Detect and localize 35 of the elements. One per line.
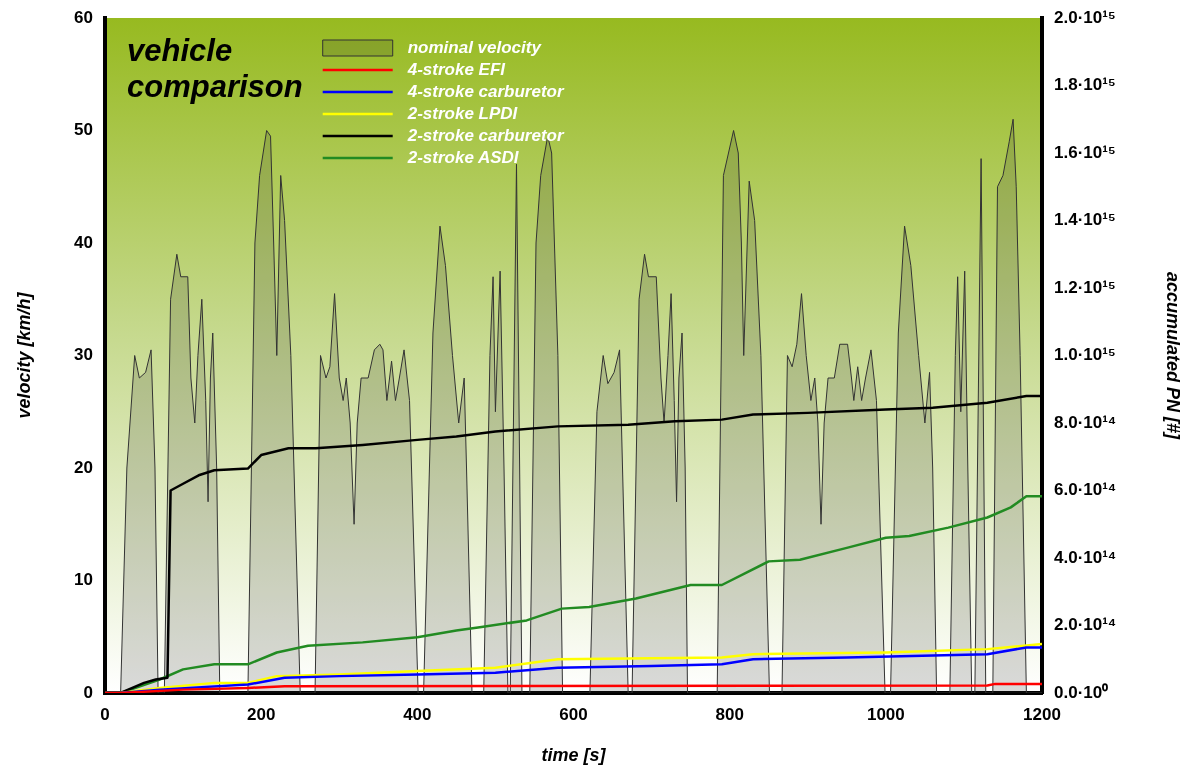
legend-label: 4-stroke carburetor xyxy=(406,81,565,101)
y-tick-label: 50 xyxy=(74,120,93,140)
y-tick-label: 20 xyxy=(74,457,93,477)
x-tick-label: 800 xyxy=(715,704,744,724)
y2-tick-label: 1.6·10¹⁵ xyxy=(1054,142,1116,162)
legend-label: nominal velocity xyxy=(407,37,543,57)
y2-tick-label: 1.0·10¹⁵ xyxy=(1054,345,1116,365)
x-tick-label: 1200 xyxy=(1023,704,1061,724)
y2-tick-label: 1.2·10¹⁵ xyxy=(1054,277,1116,297)
x-tick-label: 600 xyxy=(559,704,588,724)
x-tick-label: 1000 xyxy=(866,704,905,724)
y2-tick-label: 6.0·10¹⁴ xyxy=(1054,480,1117,500)
x-axis-title: time [s] xyxy=(541,745,607,766)
y2-tick-label: 2.0·10¹⁵ xyxy=(1054,7,1116,27)
y2-tick-label: 1.4·10¹⁵ xyxy=(1054,210,1116,230)
y-tick-label: 60 xyxy=(74,7,93,27)
y-tick-label: 40 xyxy=(74,232,93,252)
legend-label: 2-stroke LPDI xyxy=(406,103,519,123)
legend-label: 2-stroke carburetor xyxy=(406,125,565,145)
y2-tick-label: 0.0·10⁰ xyxy=(1054,682,1109,702)
x-tick-label: 0 xyxy=(100,704,110,724)
y2-tick-label: 4.0·10¹⁴ xyxy=(1054,547,1117,567)
text: vehicle comparison xyxy=(127,33,303,104)
y2-tick-label: 1.8·10¹⁵ xyxy=(1054,75,1116,95)
y-axis-title: velocity [km/h] xyxy=(13,291,34,419)
y-tick-label: 10 xyxy=(74,570,93,590)
y-tick-label: 30 xyxy=(74,345,93,365)
y2-tick-label: 8.0·10¹⁴ xyxy=(1054,412,1117,432)
y-tick-label: 0 xyxy=(83,682,93,702)
legend-label: 2-stroke ASDI xyxy=(406,147,520,167)
y2-axis-title: accumulated PN [#] xyxy=(1163,271,1184,441)
x-tick-label: 400 xyxy=(403,704,432,724)
y2-tick-label: 2.0·10¹⁴ xyxy=(1054,615,1117,635)
legend-label: 4-stroke EFI xyxy=(406,59,507,79)
x-tick-label: 200 xyxy=(246,704,276,724)
